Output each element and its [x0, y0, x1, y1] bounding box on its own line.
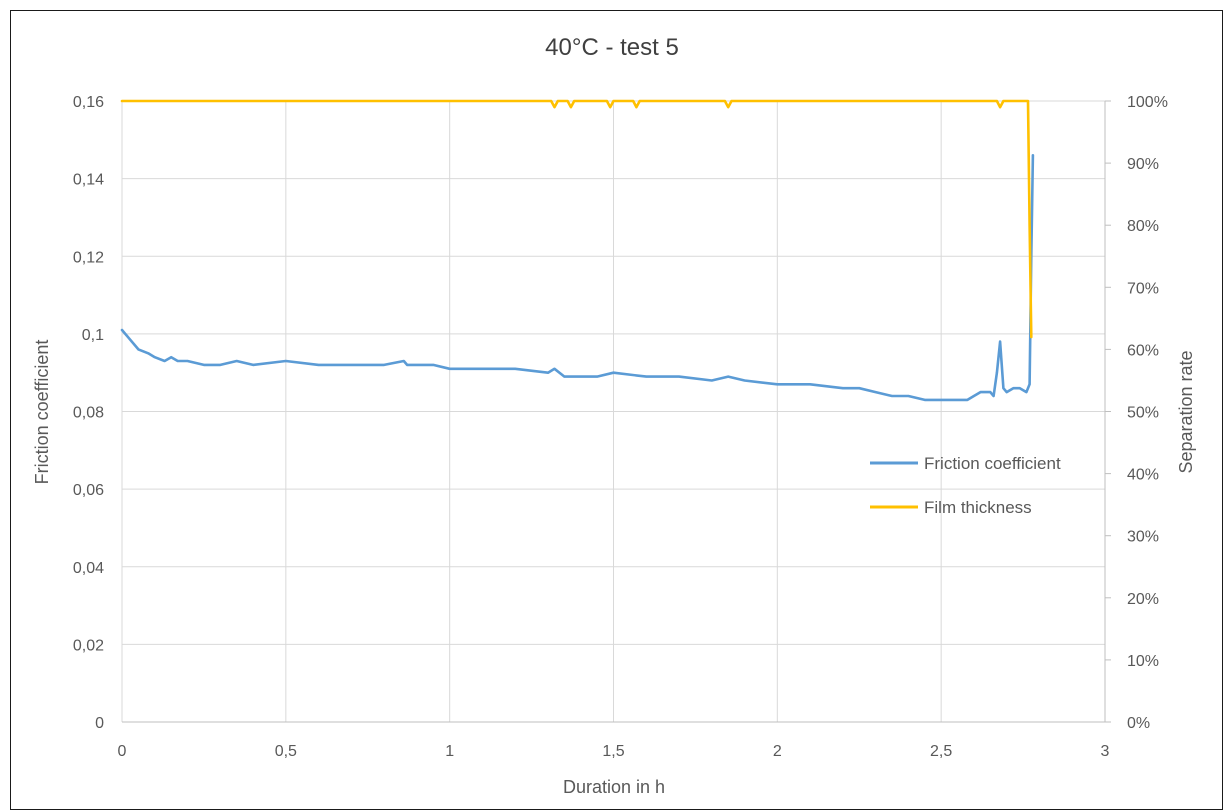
x-axis-title: Duration in h [563, 777, 665, 797]
x-tick-label: 0,5 [275, 743, 297, 760]
y-tick-label: 0,12 [73, 249, 104, 266]
legend: Friction coefficient Film thickness [870, 454, 1061, 517]
x-axis-ticks: 0 0,5 1 1,5 2 2,5 3 [118, 743, 1110, 760]
y-axis-title: Friction coefficient [32, 340, 52, 485]
series-line-film-thickness [120, 99, 1033, 339]
y-tick-label: 0,16 [73, 94, 104, 111]
x-tick-label: 0 [118, 743, 127, 760]
x-tick-label: 1 [445, 743, 454, 760]
y2-tick-label: 50% [1127, 405, 1159, 422]
y2-tick-label: 80% [1127, 218, 1159, 235]
y-tick-label: 0,04 [73, 560, 104, 577]
y2-tick-label: 90% [1127, 156, 1159, 173]
legend-label-friction: Friction coefficient [924, 454, 1061, 473]
y-tick-label: 0,02 [73, 637, 104, 654]
y2-tick-label: 30% [1127, 529, 1159, 546]
x-tick-label: 3 [1101, 743, 1110, 760]
legend-label-film: Film thickness [924, 498, 1032, 517]
y2-tick-label: 60% [1127, 342, 1159, 359]
y2-tick-label: 100% [1127, 94, 1168, 111]
series-line-friction-coefficient [120, 154, 1035, 402]
y2-tick-label: 40% [1127, 467, 1159, 484]
y-tick-label: 0,1 [82, 327, 104, 344]
x-tick-label: 2,5 [930, 743, 952, 760]
x-tick-label: 1,5 [602, 743, 624, 760]
y-tick-label: 0,08 [73, 405, 104, 422]
y2-axis-ticks: 0% 10% 20% 30% 40% 50% 60% 70% 80% 90% 100% [1105, 94, 1168, 732]
y-tick-label: 0,14 [73, 172, 104, 189]
y-tick-label: 0,06 [73, 482, 104, 499]
chart-frame [10, 10, 1223, 810]
x-tick-label: 2 [773, 743, 782, 760]
y-tick-label: 0 [95, 715, 104, 732]
y-axis-ticks: 0 0,02 0,04 0,06 0,08 0,1 0,12 0,14 0,16 [73, 94, 104, 732]
y2-tick-label: 10% [1127, 653, 1159, 670]
y2-tick-label: 70% [1127, 280, 1159, 297]
y2-tick-label: 20% [1127, 591, 1159, 608]
chart-title: 40°C - test 5 [545, 34, 679, 61]
y2-tick-label: 0% [1127, 715, 1150, 732]
gridlines [121, 100, 1106, 723]
series-group [120, 99, 1035, 402]
y2-axis-title: Separation rate [1176, 350, 1196, 473]
